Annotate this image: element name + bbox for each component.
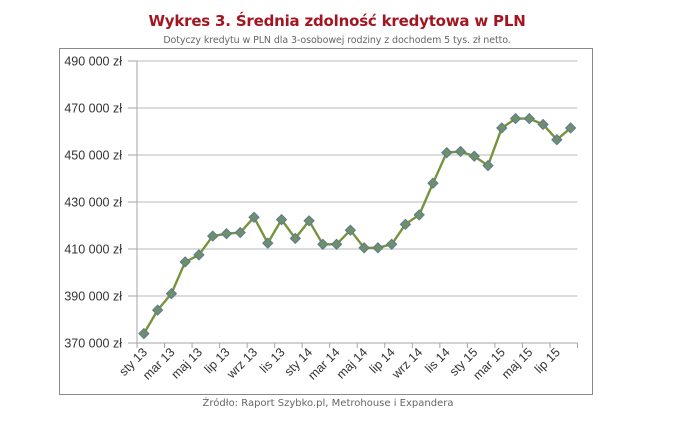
chart-title: Wykres 3. Średnia zdolność kredytowa w P… <box>148 12 526 30</box>
y-tick-label: 450 000 zł <box>64 149 122 163</box>
data-point-marker <box>179 256 191 268</box>
data-point-marker <box>165 287 178 300</box>
y-axis: 370 000 zł 390 000 zł 410 000 zł 430 000 zł… <box>64 55 138 351</box>
data-point-marker <box>234 226 246 239</box>
data-point-marker <box>551 134 563 146</box>
x-tick-label: wrz 14 <box>389 345 426 382</box>
data-point-marker <box>385 238 398 251</box>
x-tick-label: maj 13 <box>169 345 205 381</box>
data-point-marker <box>207 230 219 242</box>
data-point-marker <box>509 112 522 125</box>
x-tick-label: maj 14 <box>334 345 370 381</box>
y-tick-label: 390 000 zł <box>64 290 122 304</box>
data-point-marker <box>317 238 329 251</box>
data-point-marker <box>482 159 494 172</box>
source-note: Źródło: Raport Szybko.pl, Metrohouse i E… <box>202 398 454 409</box>
data-point-marker <box>537 118 549 131</box>
chart-subtitle: Dotyczy kredytu w PLN dla 3-osobowej rod… <box>163 35 511 46</box>
data-point-marker <box>454 145 467 158</box>
data-point-marker <box>441 146 453 159</box>
data-point-marker <box>372 242 384 254</box>
data-point-marker <box>275 213 288 226</box>
x-tick-label: maj 15 <box>499 345 535 381</box>
y-tick-label: 430 000 zł <box>64 196 122 210</box>
data-point-marker <box>151 304 164 316</box>
data-point-marker <box>358 242 370 254</box>
data-series <box>138 112 577 340</box>
data-point-marker <box>193 249 205 261</box>
data-point-marker <box>496 122 508 134</box>
y-tick-label: 470 000 zł <box>64 102 122 116</box>
data-point-marker <box>330 238 343 251</box>
y-tick-label: 370 000 zł <box>64 337 122 351</box>
data-point-marker <box>303 215 315 227</box>
data-point-marker <box>262 237 274 249</box>
data-point-marker <box>523 112 536 125</box>
y-tick-label: 490 000 zł <box>64 55 122 69</box>
data-point-marker <box>344 224 357 236</box>
data-point-marker <box>427 177 439 189</box>
data-point-marker <box>564 122 577 134</box>
series-line <box>142 117 572 335</box>
data-point-marker <box>138 327 150 340</box>
data-point-marker <box>413 209 425 221</box>
data-point-marker <box>220 228 233 240</box>
y-tick-label: 410 000 zł <box>64 243 122 257</box>
x-tick-label: mar 15 <box>471 345 508 382</box>
data-point-marker <box>248 211 260 223</box>
gridlines <box>137 60 578 297</box>
chart-frame <box>59 48 593 395</box>
x-tick-label: lip 15 <box>532 345 563 376</box>
x-tick-label: mar 13 <box>140 345 177 382</box>
x-tick-label: mar 14 <box>305 345 342 382</box>
data-point-marker <box>468 150 480 162</box>
data-point-marker <box>399 218 412 231</box>
data-point-marker <box>289 232 302 245</box>
x-tick-label: wrz 13 <box>223 345 260 382</box>
